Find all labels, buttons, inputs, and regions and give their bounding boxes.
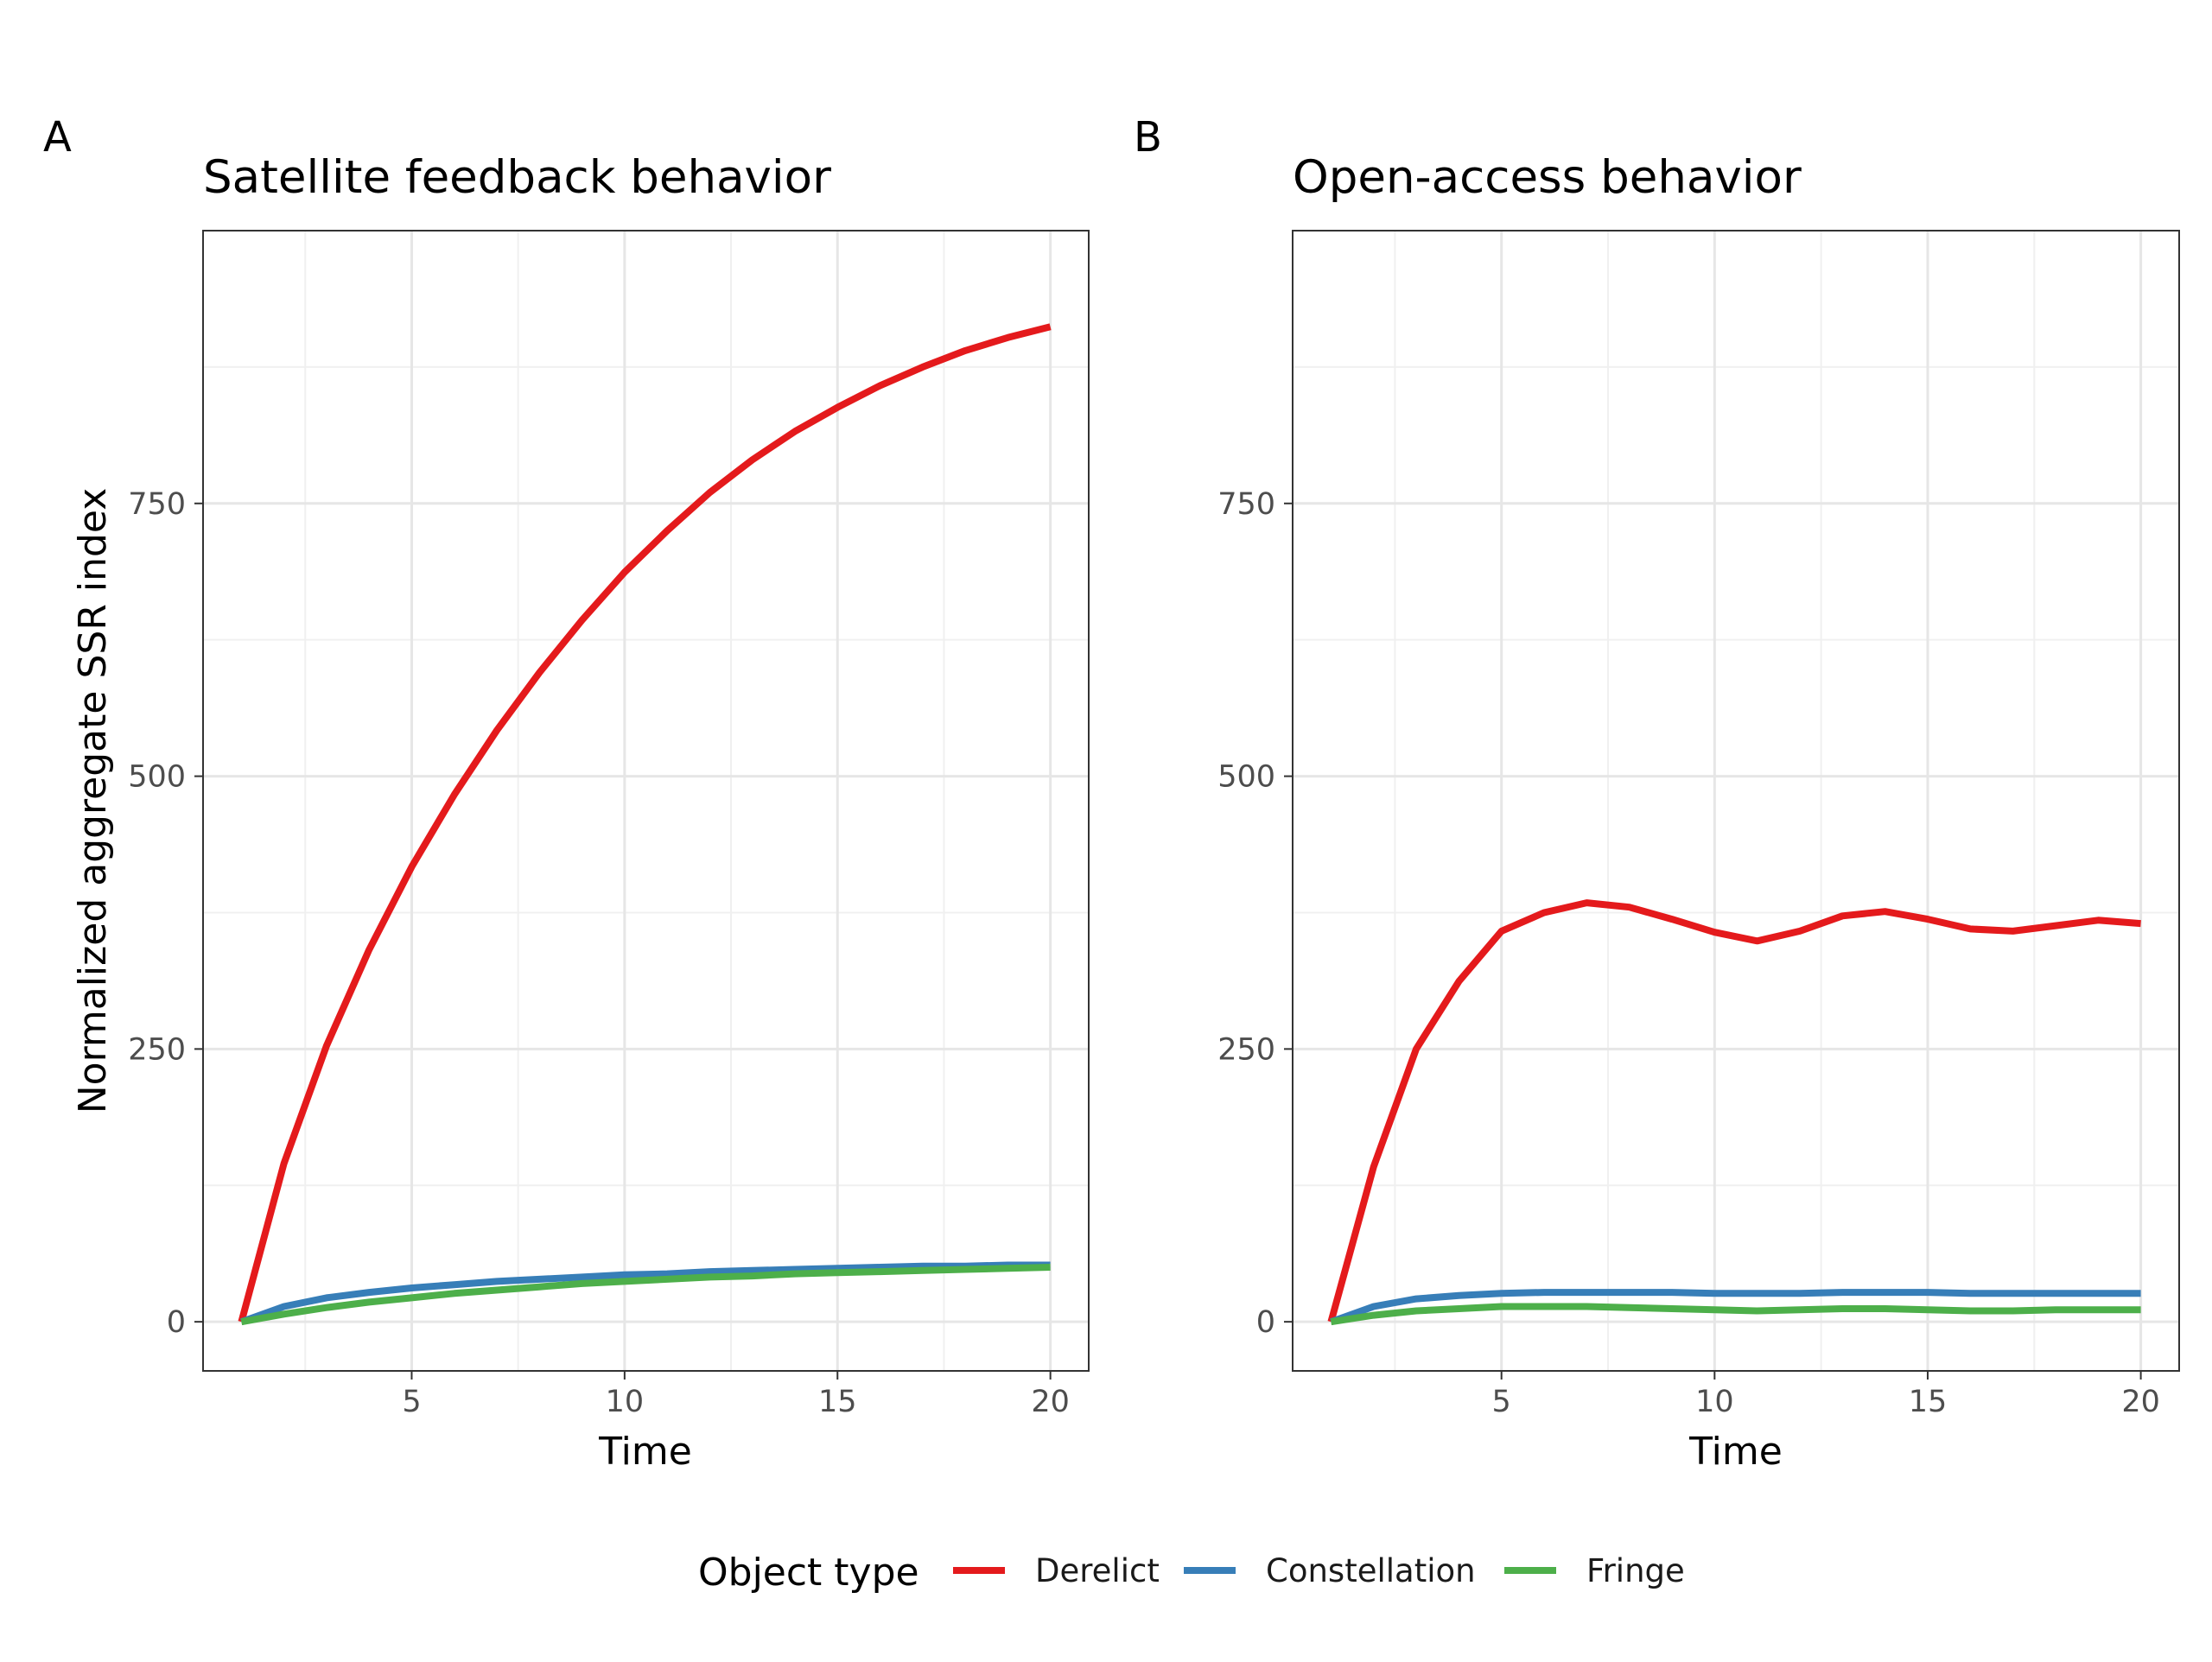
legend-title: Object type: [698, 1551, 919, 1595]
panel-title: Open-access behavior: [1293, 151, 1802, 204]
y-tick-label: 500: [128, 760, 186, 795]
series-layer: [238, 323, 1052, 1326]
plot-border: [1292, 230, 2180, 1372]
series-line-fringe: [240, 1264, 1051, 1326]
y-tick-label: 250: [128, 1032, 186, 1067]
y-tick-label: 0: [167, 1305, 186, 1340]
x-tick-label: 5: [402, 1385, 421, 1419]
x-tick-label: 15: [818, 1385, 857, 1419]
panel-label: B: [1134, 113, 1162, 162]
y-tick-label: 0: [1256, 1305, 1275, 1340]
x-tick-label: 15: [1909, 1385, 1948, 1419]
y-tick-label: 750: [1217, 487, 1275, 522]
x-tick-label: 20: [1031, 1385, 1070, 1419]
panel-title: Satellite feedback behavior: [203, 151, 831, 204]
x-tick-label: 20: [2121, 1385, 2160, 1419]
axis-ticks: 5 10 15 20 0 250 500 750: [1217, 487, 2160, 1419]
x-tick-label: 10: [1695, 1385, 1734, 1419]
y-tick-label: 250: [1217, 1032, 1275, 1067]
legend-label: Constellation: [1266, 1552, 1476, 1589]
panel-a: A Satellite feedback behavior 5 10 15 20 0 25…: [43, 113, 1090, 1474]
plot-background: [203, 231, 1089, 1371]
series-line-constellation: [240, 1261, 1051, 1325]
y-axis-label: Normalized aggregate SSR index: [71, 488, 115, 1114]
legend-label: Derelict: [1035, 1552, 1160, 1589]
panel-b: B Open-access behavior 5 10 15 20 0 250 500 750…: [1134, 113, 2180, 1474]
series-layer: [1327, 899, 2141, 1326]
legend-label: Fringe: [1586, 1552, 1685, 1589]
x-axis-label: Time: [598, 1430, 692, 1474]
grid-major: [1293, 231, 2179, 1371]
grid-minor: [203, 231, 1089, 1371]
legend-item-derelict: Derelict: [953, 1552, 1160, 1589]
x-axis-label: Time: [1688, 1430, 1783, 1474]
series-line-constellation: [1330, 1289, 2141, 1325]
legend-item-constellation: Constellation: [1184, 1552, 1476, 1589]
legend-item-fringe: Fringe: [1504, 1552, 1685, 1589]
y-tick-label: 500: [1217, 760, 1275, 795]
series-line-derelict: [238, 323, 1052, 1323]
grid-major: [203, 231, 1089, 1371]
series-line-derelict: [1327, 899, 2141, 1323]
x-tick-label: 5: [1492, 1385, 1511, 1419]
plot-border: [202, 230, 1090, 1372]
panel-label: A: [43, 113, 72, 162]
axis-ticks: 5 10 15 20 0 250 500 750: [128, 487, 1070, 1419]
x-tick-label: 10: [606, 1385, 645, 1419]
plot-background: [1293, 231, 2179, 1371]
legend: Object type Derelict Constellation Fring…: [698, 1551, 1685, 1595]
y-tick-label: 750: [128, 487, 186, 522]
series-line-fringe: [1330, 1303, 2141, 1326]
grid-minor: [1293, 231, 2179, 1371]
